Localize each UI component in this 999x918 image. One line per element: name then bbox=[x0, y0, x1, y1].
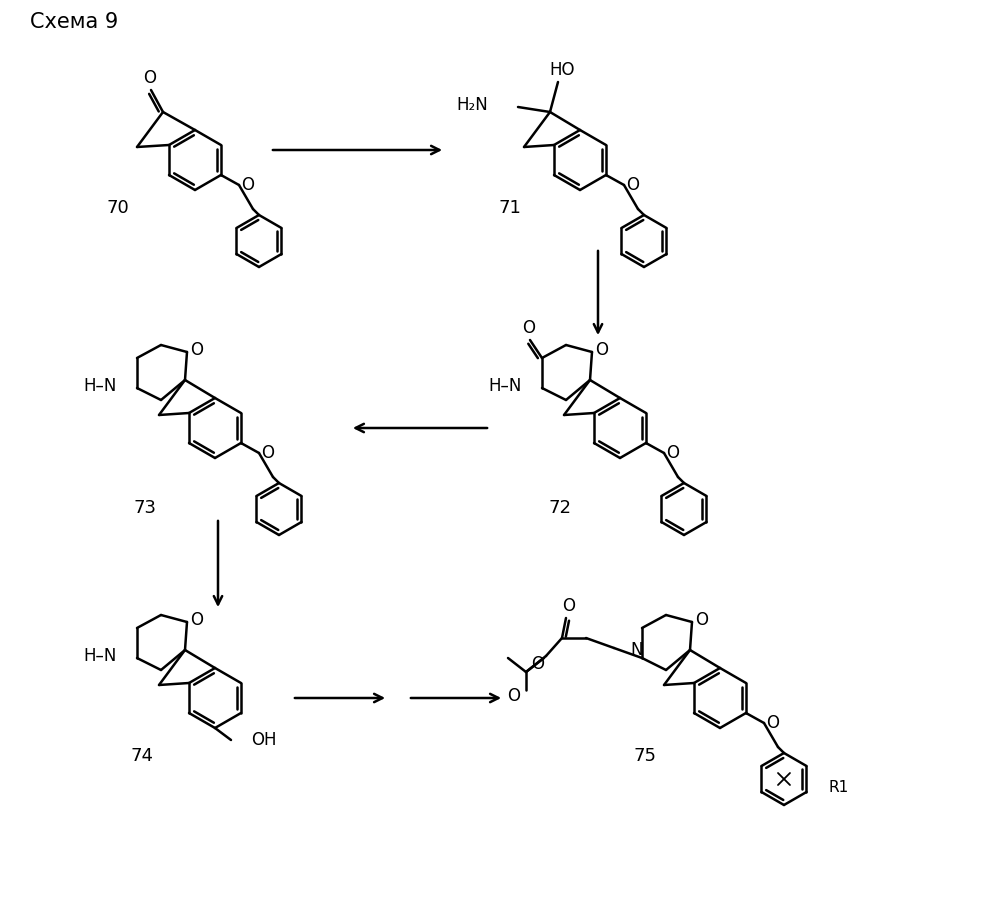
Text: 70: 70 bbox=[107, 199, 130, 217]
Text: O: O bbox=[531, 655, 544, 673]
Text: O: O bbox=[766, 714, 779, 732]
Text: O: O bbox=[507, 687, 520, 705]
Text: O: O bbox=[191, 341, 204, 359]
Text: 74: 74 bbox=[131, 747, 154, 765]
Text: 72: 72 bbox=[548, 499, 571, 517]
Text: R1: R1 bbox=[828, 779, 849, 794]
Text: Схема 9: Схема 9 bbox=[30, 12, 118, 32]
Text: 75: 75 bbox=[633, 747, 656, 765]
Text: O: O bbox=[626, 176, 639, 194]
Text: 73: 73 bbox=[134, 499, 157, 517]
Text: H–N: H–N bbox=[84, 647, 117, 665]
Text: 71: 71 bbox=[499, 199, 521, 217]
Text: O: O bbox=[595, 341, 608, 359]
Text: O: O bbox=[666, 444, 679, 462]
Text: O: O bbox=[242, 176, 255, 194]
Text: HO: HO bbox=[549, 61, 574, 79]
Text: O: O bbox=[562, 597, 575, 615]
Text: OH: OH bbox=[251, 731, 277, 749]
Text: O: O bbox=[144, 69, 157, 87]
Text: O: O bbox=[695, 611, 708, 629]
Text: O: O bbox=[191, 611, 204, 629]
Text: O: O bbox=[522, 319, 535, 337]
Text: H₂N: H₂N bbox=[457, 96, 488, 114]
Text: O: O bbox=[262, 444, 275, 462]
Text: H–N: H–N bbox=[489, 377, 522, 395]
Text: H–N: H–N bbox=[84, 377, 117, 395]
Text: N: N bbox=[630, 641, 643, 659]
